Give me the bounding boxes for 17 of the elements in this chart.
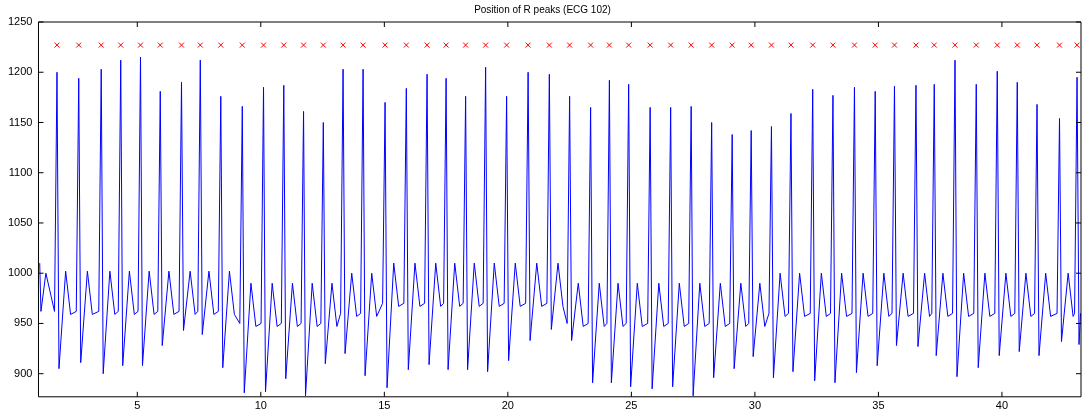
x-tick-label: 40 [995, 399, 1009, 412]
y-tick-label: 900 [14, 366, 33, 379]
y-tick-label: 1200 [7, 65, 33, 78]
chart-title: Position of R peaks (ECG 102) [474, 3, 611, 15]
y-tick-label: 1250 [7, 15, 33, 28]
x-tick-label: 5 [134, 399, 141, 412]
x-tick-label: 20 [501, 399, 514, 412]
y-tick-label: 1100 [8, 165, 33, 178]
x-tick-label: 35 [872, 399, 885, 412]
x-tick-label: 10 [254, 399, 267, 412]
x-tick-label: 25 [625, 399, 638, 412]
y-tick-label: 1050 [7, 216, 33, 228]
y-tick-label: 1000 [7, 266, 33, 279]
y-tick-label: 1150 [8, 115, 33, 128]
x-tick-label: 30 [748, 399, 762, 412]
y-tick-label: 950 [14, 316, 33, 329]
x-tick-label: 15 [378, 399, 391, 412]
